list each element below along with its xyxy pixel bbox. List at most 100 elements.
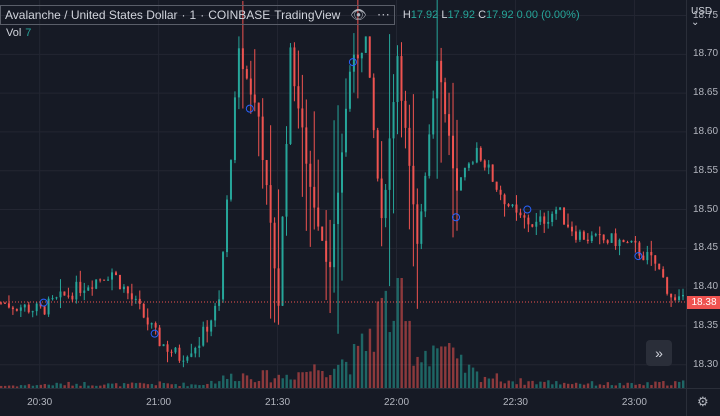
symbol-box[interactable]: Avalanche / United States Dollar · 1 · C… xyxy=(0,5,395,25)
candle-body xyxy=(142,303,145,318)
volume-bar xyxy=(305,372,308,388)
trade-marker[interactable] xyxy=(39,298,48,307)
volume-bar xyxy=(380,297,384,388)
candle-body xyxy=(214,305,217,321)
volume-bar xyxy=(515,384,518,388)
volume-bar xyxy=(559,384,562,388)
candle-body xyxy=(678,296,681,301)
volume-bar xyxy=(392,320,395,388)
volume-bar xyxy=(59,383,62,388)
candle-body xyxy=(574,231,577,240)
volume-bar xyxy=(487,378,491,388)
candle-body xyxy=(555,209,558,214)
candle-body xyxy=(360,52,363,59)
gear-icon[interactable]: ⚙ xyxy=(697,394,709,409)
candle-body xyxy=(253,94,256,103)
volume-bar xyxy=(150,383,154,388)
candle-body xyxy=(241,48,244,70)
candle-body xyxy=(190,353,193,357)
volume-bar xyxy=(519,378,522,388)
volume-bar xyxy=(670,385,673,388)
trade-marker[interactable] xyxy=(348,58,357,67)
candle-body xyxy=(257,102,260,117)
volume-bar xyxy=(396,278,399,388)
candle-body xyxy=(519,212,522,216)
candles xyxy=(0,0,684,368)
candle-body xyxy=(325,240,328,262)
candle-body xyxy=(23,304,26,308)
volume-bar xyxy=(475,371,479,388)
trade-marker[interactable] xyxy=(150,329,159,338)
candle-body xyxy=(416,204,419,244)
candle-body xyxy=(281,216,284,306)
volume-bar xyxy=(630,383,633,388)
candle-body xyxy=(7,303,10,308)
candle-body xyxy=(301,108,304,128)
volume-bar xyxy=(182,382,185,388)
candle-body xyxy=(674,297,677,301)
candle-body xyxy=(535,221,538,227)
candle-body xyxy=(594,234,597,236)
trade-marker[interactable] xyxy=(523,205,532,214)
time-axis[interactable]: 20:30 21:00 21:30 22:00 22:30 23:00 xyxy=(0,388,686,416)
candle-body xyxy=(400,56,403,101)
volume-bar xyxy=(388,332,391,388)
candle-body xyxy=(206,326,209,332)
volume-bar xyxy=(467,364,471,388)
volume-bar xyxy=(241,373,245,388)
volume-bar xyxy=(364,350,368,388)
volume-bar xyxy=(107,383,110,388)
scroll-to-realtime-button[interactable]: » xyxy=(646,340,672,366)
candle-body xyxy=(642,255,645,261)
trade-markers xyxy=(39,58,643,338)
trade-marker[interactable] xyxy=(451,213,460,222)
volume-bar xyxy=(198,385,201,388)
volume-bar xyxy=(523,384,526,388)
volume-bar xyxy=(491,378,495,388)
candle-body xyxy=(186,356,189,361)
more-icon[interactable]: ⋯ xyxy=(376,7,390,22)
volume-bar xyxy=(337,364,340,388)
price-chart[interactable] xyxy=(0,0,686,388)
volume-bar xyxy=(39,384,43,388)
candle-body xyxy=(634,240,637,243)
trade-marker[interactable] xyxy=(634,252,643,261)
volume-bar xyxy=(11,385,15,388)
volume-bar xyxy=(436,348,439,388)
candle-body xyxy=(368,36,371,78)
trade-marker[interactable] xyxy=(245,104,254,113)
candle-body xyxy=(392,102,395,139)
candle-body xyxy=(337,192,340,225)
volume-label: Vol xyxy=(6,27,22,39)
volume-bar xyxy=(281,378,284,388)
candle-body xyxy=(218,299,221,306)
candle-body xyxy=(622,239,625,243)
candle-body xyxy=(531,224,534,227)
candle-body xyxy=(559,207,562,210)
volume-bar xyxy=(531,380,534,388)
volume-bar xyxy=(237,381,241,388)
volume-bar xyxy=(329,375,332,388)
price-tick-label: 18.70 xyxy=(693,48,719,60)
currency-selector[interactable]: USD ⌄ xyxy=(691,6,720,28)
volume-bar xyxy=(618,382,621,388)
time-tick-label: 21:00 xyxy=(146,397,172,408)
candle-body xyxy=(249,78,252,95)
price-axis[interactable]: USD ⌄ 18.75 18.70 18.65 18.60 18.55 18.50 18.4… xyxy=(686,0,720,388)
volume-bar xyxy=(574,382,578,388)
candle-body xyxy=(388,138,391,190)
candle-body xyxy=(79,281,82,293)
volume-bar xyxy=(3,385,7,388)
volume-bar xyxy=(638,384,641,388)
volume-bar xyxy=(578,383,582,388)
volume-bar xyxy=(610,385,614,388)
candle-body xyxy=(452,135,455,169)
candle-body xyxy=(210,320,213,332)
volume-bar xyxy=(190,384,193,388)
volume-bar xyxy=(543,381,546,388)
candle-body xyxy=(503,194,506,205)
volume-bar xyxy=(598,384,602,388)
eye-icon[interactable]: 👁 xyxy=(350,7,367,22)
volume-bar xyxy=(202,385,205,388)
